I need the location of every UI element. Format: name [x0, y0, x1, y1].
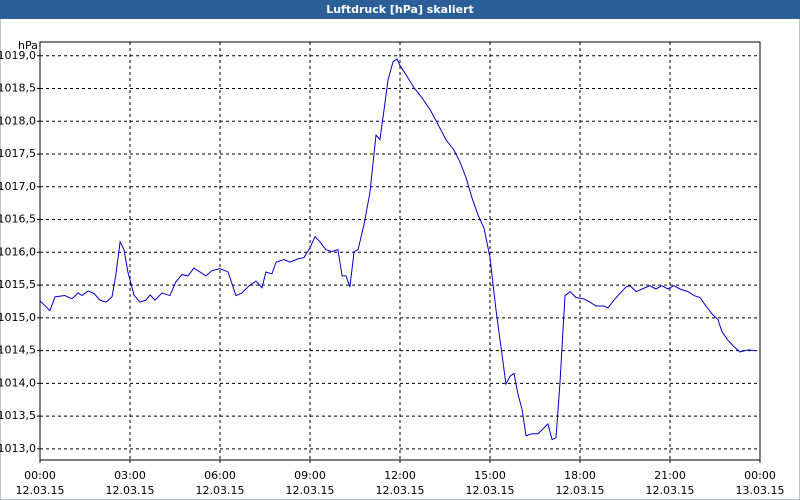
x-tick-label: 18:00	[564, 469, 596, 482]
y-tick-label: 1015,5	[0, 278, 36, 291]
x-tick-label: 00:00	[744, 469, 776, 482]
x-tick-date: 12.03.15	[646, 484, 695, 497]
y-tick-label: 1017,0	[0, 180, 36, 193]
y-tick-label: 1015,0	[0, 311, 36, 324]
chart-title: Luftdruck [hPa] skaliert	[326, 3, 474, 16]
y-tick-label: 1013,5	[0, 409, 36, 422]
x-tick-label: 09:00	[294, 469, 326, 482]
x-tick-date: 12.03.15	[196, 484, 245, 497]
x-tick-date: 12.03.15	[466, 484, 515, 497]
x-tick-label: 21:00	[654, 469, 686, 482]
y-tick-label: 1014,0	[0, 376, 36, 389]
y-tick-label: 1018,0	[0, 114, 36, 127]
title-bar	[0, 0, 800, 19]
x-tick-label: 15:00	[474, 469, 506, 482]
x-tick-label: 03:00	[114, 469, 146, 482]
data-line	[39, 58, 757, 441]
y-tick-label: 1013,0	[0, 442, 36, 455]
y-unit: hPa	[18, 39, 38, 52]
y-tick-label: 1014,5	[0, 344, 36, 357]
x-tick-date: 12.03.15	[16, 484, 65, 497]
x-tick-label: 06:00	[204, 469, 236, 482]
x-tick-date: 12.03.15	[376, 484, 425, 497]
y-tick-label: 1019,0	[0, 49, 36, 62]
x-tick-date: 13.03.15	[736, 484, 785, 497]
x-tick-date: 12.03.15	[556, 484, 605, 497]
y-tick-label: 1016,5	[0, 213, 36, 226]
x-tick-date: 12.03.15	[106, 484, 155, 497]
x-tick-label: 00:00	[24, 469, 56, 482]
x-tick-label: 12:00	[384, 469, 416, 482]
y-tick-label: 1018,5	[0, 82, 36, 95]
x-tick-date: 12.03.15	[286, 484, 335, 497]
y-tick-label: 1016,0	[0, 245, 36, 258]
y-tick-label: 1017,5	[0, 147, 36, 160]
